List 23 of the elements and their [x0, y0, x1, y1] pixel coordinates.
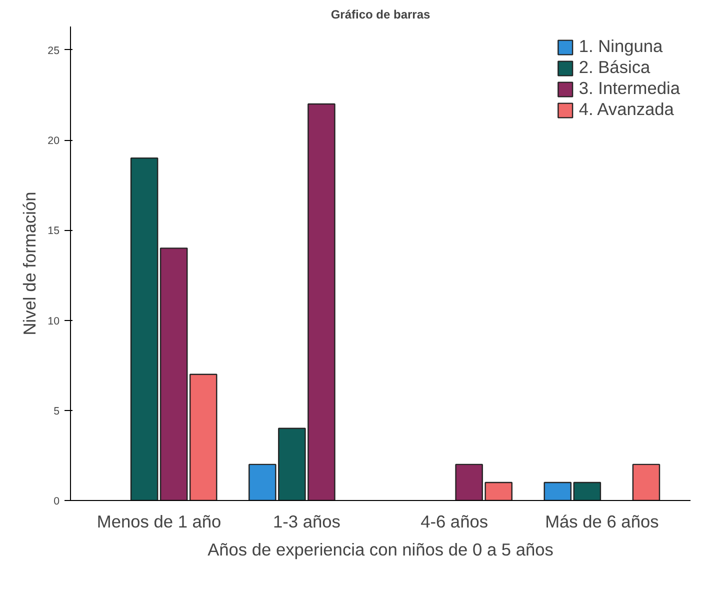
legend-label: 3. Intermedia [578, 78, 680, 99]
bar [544, 482, 572, 500]
legend-label: 1. Ninguna [578, 36, 663, 57]
legend-label: 4. Avanzada [578, 99, 674, 120]
chart-title: Gráfico de barras [330, 8, 431, 22]
bar [160, 248, 188, 500]
y-axis-title: Nivel de formación [20, 192, 40, 336]
legend-label: 2. Básica [578, 57, 650, 78]
y-tick-label: 5 [54, 405, 60, 418]
x-tick-label: Menos de 1 año [96, 512, 222, 532]
x-tick-label: 1-3 años [272, 512, 341, 532]
x-tick-label: 4-6 años [420, 512, 488, 532]
y-tick-label: 25 [48, 44, 60, 57]
y-tick-label: 15 [48, 225, 60, 238]
y-tick-label: 0 [54, 496, 60, 508]
bar [189, 374, 218, 500]
x-axis-title: Años de experiencia con niños de 0 a 5 años [208, 540, 554, 560]
y-tick-label: 20 [48, 135, 60, 148]
y-tick-label: 10 [48, 315, 60, 328]
bar [573, 482, 602, 500]
bar [632, 464, 660, 500]
x-tick-label: Más de 6 años [545, 512, 660, 532]
bar [130, 157, 158, 500]
